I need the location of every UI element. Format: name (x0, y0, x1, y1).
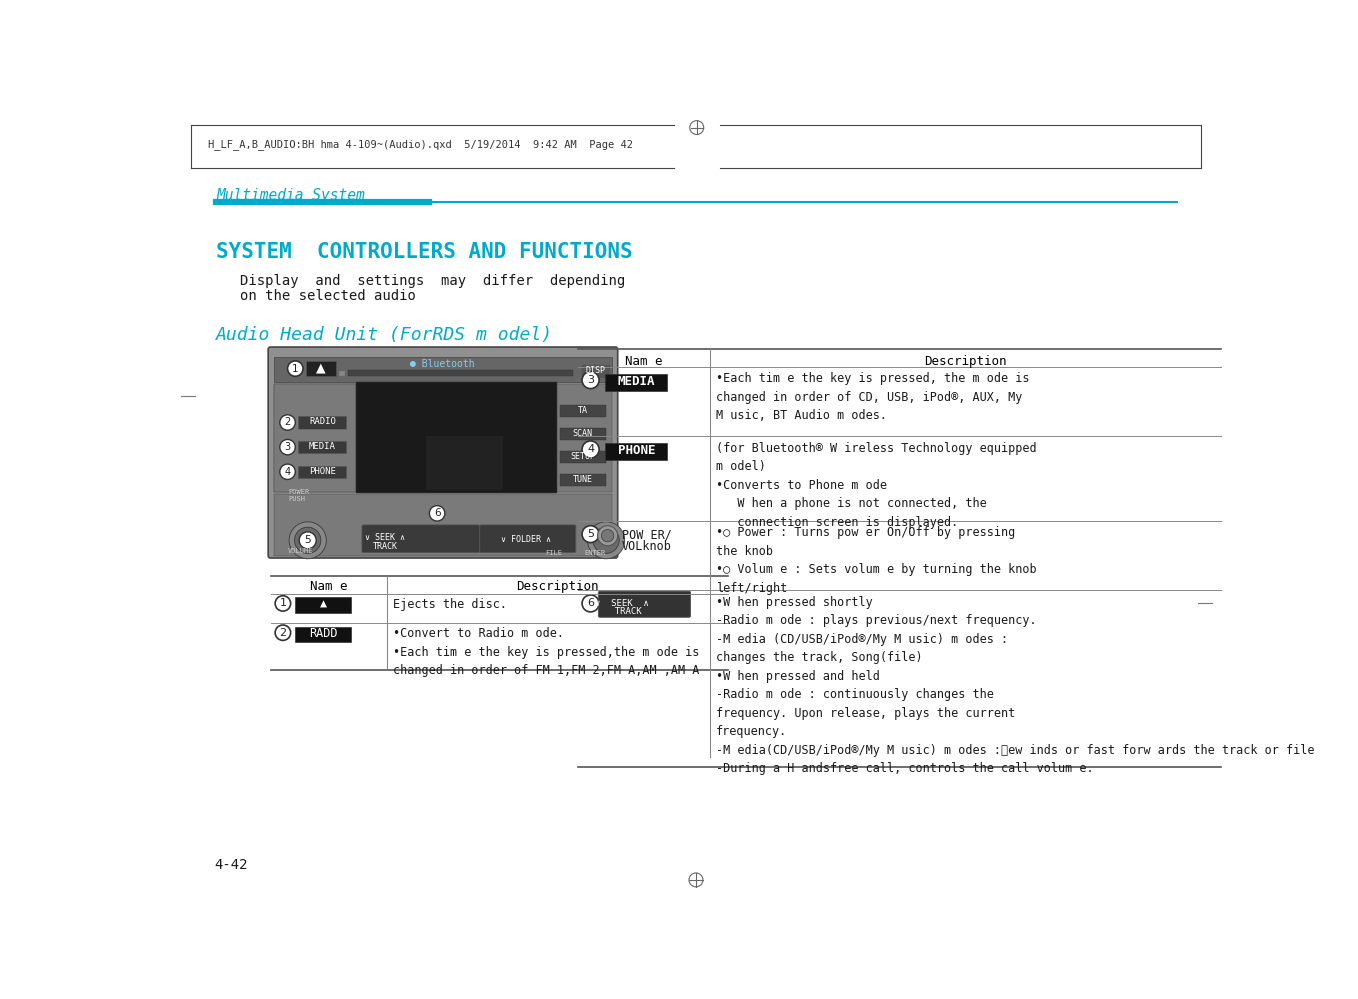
Text: DISP: DISP (585, 366, 606, 375)
Text: on the selected audio: on the selected audio (239, 290, 416, 304)
FancyBboxPatch shape (299, 466, 346, 478)
Circle shape (300, 532, 315, 548)
Text: 4: 4 (284, 467, 291, 477)
Circle shape (276, 625, 291, 640)
Text: ∨  SEEK  ∧: ∨ SEEK ∧ (595, 599, 649, 608)
Circle shape (299, 531, 316, 548)
Circle shape (288, 361, 303, 377)
Circle shape (429, 505, 445, 521)
Circle shape (295, 527, 320, 553)
Text: (for Bluetooth® W ireless Technology equipped
m odel)
•Converts to Phone m ode
 : (for Bluetooth® W ireless Technology equ… (716, 442, 1036, 528)
Text: 1: 1 (280, 598, 287, 608)
Circle shape (289, 521, 326, 558)
Text: TRACK: TRACK (603, 607, 641, 616)
FancyBboxPatch shape (599, 591, 691, 617)
FancyBboxPatch shape (425, 437, 502, 491)
Text: ENTER: ENTER (584, 549, 606, 555)
Text: 5: 5 (587, 529, 593, 539)
Text: TUNE: TUNE (573, 475, 593, 484)
Text: 3: 3 (587, 376, 593, 386)
Text: VOLUME: VOLUME (288, 548, 314, 554)
Text: ∨ FOLDER ∧: ∨ FOLDER ∧ (501, 535, 551, 544)
FancyBboxPatch shape (559, 475, 606, 487)
FancyBboxPatch shape (299, 441, 346, 454)
FancyBboxPatch shape (479, 524, 576, 552)
Text: SCAN: SCAN (573, 429, 593, 438)
FancyBboxPatch shape (299, 417, 346, 429)
Text: PHONE: PHONE (310, 467, 335, 476)
Text: 6: 6 (587, 598, 593, 608)
Text: ▲: ▲ (316, 362, 326, 375)
FancyBboxPatch shape (363, 524, 479, 552)
Text: RADIO: RADIO (310, 418, 335, 427)
Text: PHONE: PHONE (618, 445, 655, 458)
FancyBboxPatch shape (295, 626, 352, 642)
Circle shape (602, 529, 614, 541)
Text: Display  and  settings  may  differ  depending: Display and settings may differ dependin… (239, 274, 625, 288)
Text: H_LF_A,B_AUDIO:BH hma 4-109~(Audio).qxd  5/19/2014  9:42 AM  Page 42: H_LF_A,B_AUDIO:BH hma 4-109~(Audio).qxd … (209, 139, 633, 150)
Text: SETUP: SETUP (570, 452, 595, 461)
Text: Nam e: Nam e (625, 355, 663, 368)
Circle shape (276, 595, 291, 611)
Text: •Convert to Radio m ode.
•Each tim e the key is pressed,the m ode is
changed in : •Convert to Radio m ode. •Each tim e the… (392, 627, 699, 677)
FancyBboxPatch shape (268, 347, 618, 558)
Text: 6: 6 (433, 508, 440, 518)
Text: POW ER/: POW ER/ (622, 528, 671, 541)
Text: 4-42: 4-42 (215, 857, 249, 871)
FancyBboxPatch shape (606, 374, 667, 391)
Circle shape (280, 440, 295, 455)
Text: •○ Power : Turns pow er On/Off by pressing
the knob
•○ Volum e : Sets volum e by: •○ Power : Turns pow er On/Off by pressi… (716, 526, 1036, 595)
Text: 3: 3 (284, 443, 291, 453)
Circle shape (280, 415, 295, 431)
Text: FILE: FILE (546, 549, 562, 555)
FancyBboxPatch shape (559, 405, 606, 418)
FancyBboxPatch shape (274, 357, 611, 382)
FancyBboxPatch shape (274, 495, 611, 555)
Text: 4: 4 (587, 445, 595, 455)
Text: RADD: RADD (310, 627, 337, 640)
Text: Description: Description (925, 355, 1006, 368)
Text: 2: 2 (280, 627, 287, 637)
Text: ∨ SEEK ∧: ∨ SEEK ∧ (365, 532, 405, 541)
Text: Ejects the disc.: Ejects the disc. (392, 598, 507, 611)
Text: ▲: ▲ (319, 597, 327, 610)
FancyBboxPatch shape (295, 597, 352, 612)
FancyBboxPatch shape (338, 371, 345, 376)
Text: 5: 5 (304, 535, 311, 545)
Text: •W hen pressed shortly
-Radio m ode : plays previous/next frequency.
-M edia (CD: •W hen pressed shortly -Radio m ode : pl… (716, 595, 1315, 775)
FancyBboxPatch shape (356, 383, 557, 492)
Text: SYSTEM  CONTROLLERS AND FUNCTIONS: SYSTEM CONTROLLERS AND FUNCTIONS (216, 242, 633, 262)
Circle shape (583, 441, 599, 458)
Text: Nam e: Nam e (310, 580, 348, 593)
Circle shape (583, 525, 599, 542)
FancyBboxPatch shape (274, 384, 356, 492)
Text: Audio Head Unit (ForRDS m odel): Audio Head Unit (ForRDS m odel) (216, 327, 553, 345)
FancyBboxPatch shape (559, 428, 606, 441)
Circle shape (588, 521, 625, 558)
Text: VOLknob: VOLknob (622, 539, 671, 552)
Text: •Each tim e the key is pressed, the m ode is
changed in order of CD, USB, iPod®,: •Each tim e the key is pressed, the m od… (716, 373, 1029, 423)
Text: MEDIA: MEDIA (310, 442, 335, 451)
FancyBboxPatch shape (559, 451, 606, 464)
Text: Multimedia System: Multimedia System (216, 188, 365, 203)
Text: POWER
PUSH: POWER PUSH (288, 490, 310, 502)
Circle shape (593, 527, 619, 553)
FancyBboxPatch shape (606, 444, 667, 461)
Text: TRACK: TRACK (372, 542, 398, 551)
Text: TA: TA (577, 406, 588, 415)
FancyBboxPatch shape (580, 364, 610, 378)
FancyBboxPatch shape (348, 371, 573, 377)
Circle shape (583, 595, 599, 612)
FancyBboxPatch shape (306, 361, 335, 377)
Circle shape (598, 525, 618, 545)
Text: 1: 1 (292, 364, 299, 374)
Text: Description: Description (516, 580, 599, 593)
Circle shape (583, 372, 599, 389)
FancyBboxPatch shape (274, 384, 611, 492)
Text: 2: 2 (284, 418, 291, 428)
Circle shape (280, 465, 295, 480)
Text: ● Bluetooth: ● Bluetooth (410, 359, 475, 369)
Text: MEDIA: MEDIA (618, 376, 655, 389)
